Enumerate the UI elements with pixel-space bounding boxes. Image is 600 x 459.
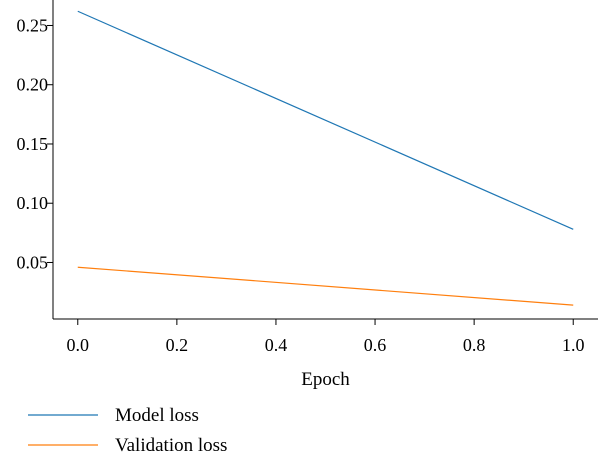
x-tick-label: 0.0 <box>67 335 90 355</box>
x-tick-label: 1.0 <box>562 335 585 355</box>
y-tick-label: 0.15 <box>17 134 49 154</box>
legend-label: Validation loss <box>115 435 227 456</box>
legend-label: Model loss <box>115 405 199 426</box>
axes: 0.05 0.10 0.15 0.20 0.25 0.0 0.2 0.4 0.6 0.8 1.0 <box>17 0 598 355</box>
x-axis-title: Epoch <box>301 369 350 390</box>
x-tick-label: 0.6 <box>364 335 387 355</box>
x-tick-label: 0.4 <box>265 335 288 355</box>
series-line-validation-loss <box>77 266 574 306</box>
series-line-model-loss <box>77 10 574 230</box>
legend: Model loss Validation loss <box>28 405 227 456</box>
series-lines <box>77 10 574 306</box>
y-tick-label: 0.05 <box>17 252 49 272</box>
y-tick-label: 0.20 <box>17 75 49 95</box>
x-tick-label: 0.2 <box>166 335 189 355</box>
y-tick-label: 0.10 <box>17 193 49 213</box>
y-tick-label: 0.25 <box>17 15 49 35</box>
x-tick-label: 0.8 <box>463 335 486 355</box>
